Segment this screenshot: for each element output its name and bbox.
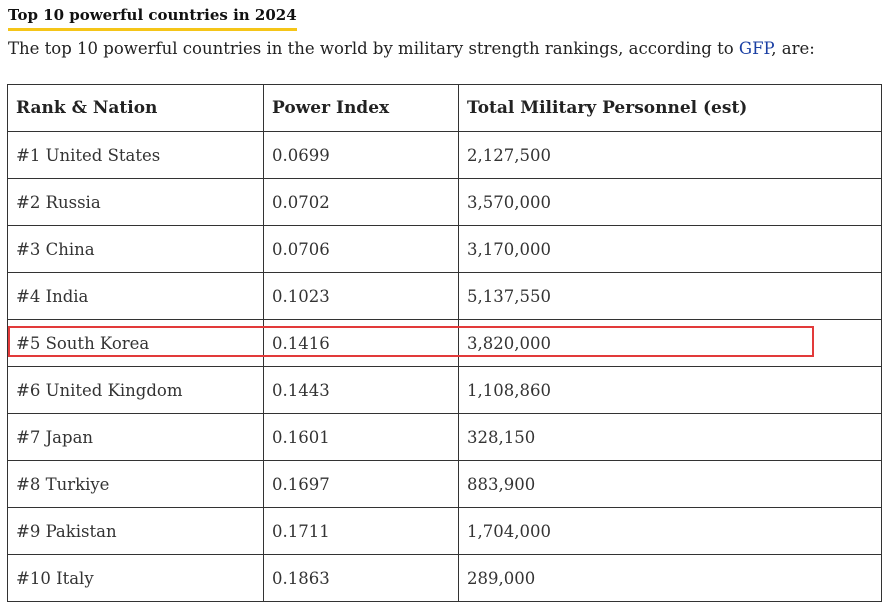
cell-power-index: 0.1711: [263, 507, 459, 555]
cell-military-personnel: 1,704,000: [458, 507, 882, 555]
cell-rank-nation: #8 Turkiye: [7, 460, 264, 508]
cell-rank-nation: #3 China: [7, 225, 264, 273]
table-header-row: Rank & Nation Power Index Total Military…: [7, 84, 882, 132]
cell-military-personnel: 883,900: [458, 460, 882, 508]
military-strength-table: Rank & Nation Power Index Total Military…: [7, 84, 882, 602]
cell-power-index: 0.1023: [263, 272, 459, 320]
cell-rank-nation: #2 Russia: [7, 178, 264, 226]
cell-military-personnel: 5,137,550: [458, 272, 882, 320]
table-row: #9 Pakistan 0.1711 1,704,000: [7, 507, 882, 555]
cell-military-personnel: 328,150: [458, 413, 882, 461]
cell-power-index: 0.0699: [263, 131, 459, 179]
header-power-index: Power Index: [263, 84, 459, 132]
cell-rank-nation: #7 Japan: [7, 413, 264, 461]
intro-paragraph: The top 10 powerful countries in the wor…: [8, 37, 815, 61]
table-row: #4 India 0.1023 5,137,550: [7, 272, 882, 320]
cell-military-personnel: 2,127,500: [458, 131, 882, 179]
cell-military-personnel: 3,570,000: [458, 178, 882, 226]
table-row-highlighted: #5 South Korea 0.1416 3,820,000: [7, 319, 882, 367]
table-row: #1 United States 0.0699 2,127,500: [7, 131, 882, 179]
cell-power-index: 0.1863: [263, 554, 459, 602]
gfp-link[interactable]: GFP: [738, 39, 772, 58]
cell-military-personnel: 289,000: [458, 554, 882, 602]
cell-power-index: 0.0702: [263, 178, 459, 226]
cell-military-personnel: 1,108,860: [458, 366, 882, 414]
cell-power-index: 0.1601: [263, 413, 459, 461]
cell-rank-nation: #5 South Korea: [7, 319, 264, 367]
table-row: #7 Japan 0.1601 328,150: [7, 413, 882, 461]
table-row: #10 Italy 0.1863 289,000: [7, 554, 882, 602]
intro-text-before: The top 10 powerful countries in the wor…: [8, 39, 739, 58]
cell-rank-nation: #10 Italy: [7, 554, 264, 602]
table-row: #2 Russia 0.0702 3,570,000: [7, 178, 882, 226]
cell-rank-nation: #9 Pakistan: [7, 507, 264, 555]
cell-rank-nation: #6 United Kingdom: [7, 366, 264, 414]
cell-power-index: 0.1416: [263, 319, 459, 367]
section-heading: Top 10 powerful countries in 2024: [8, 5, 297, 31]
cell-military-personnel: 3,170,000: [458, 225, 882, 273]
table-row: #6 United Kingdom 0.1443 1,108,860: [7, 366, 882, 414]
cell-military-personnel: 3,820,000: [458, 319, 882, 367]
header-military-personnel: Total Military Personnel (est): [458, 84, 882, 132]
intro-text-after: , are:: [771, 39, 815, 58]
table-row: #3 China 0.0706 3,170,000: [7, 225, 882, 273]
cell-rank-nation: #4 India: [7, 272, 264, 320]
cell-power-index: 0.0706: [263, 225, 459, 273]
cell-power-index: 0.1697: [263, 460, 459, 508]
cell-power-index: 0.1443: [263, 366, 459, 414]
table-row: #8 Turkiye 0.1697 883,900: [7, 460, 882, 508]
cell-rank-nation: #1 United States: [7, 131, 264, 179]
header-rank-nation: Rank & Nation: [7, 84, 264, 132]
